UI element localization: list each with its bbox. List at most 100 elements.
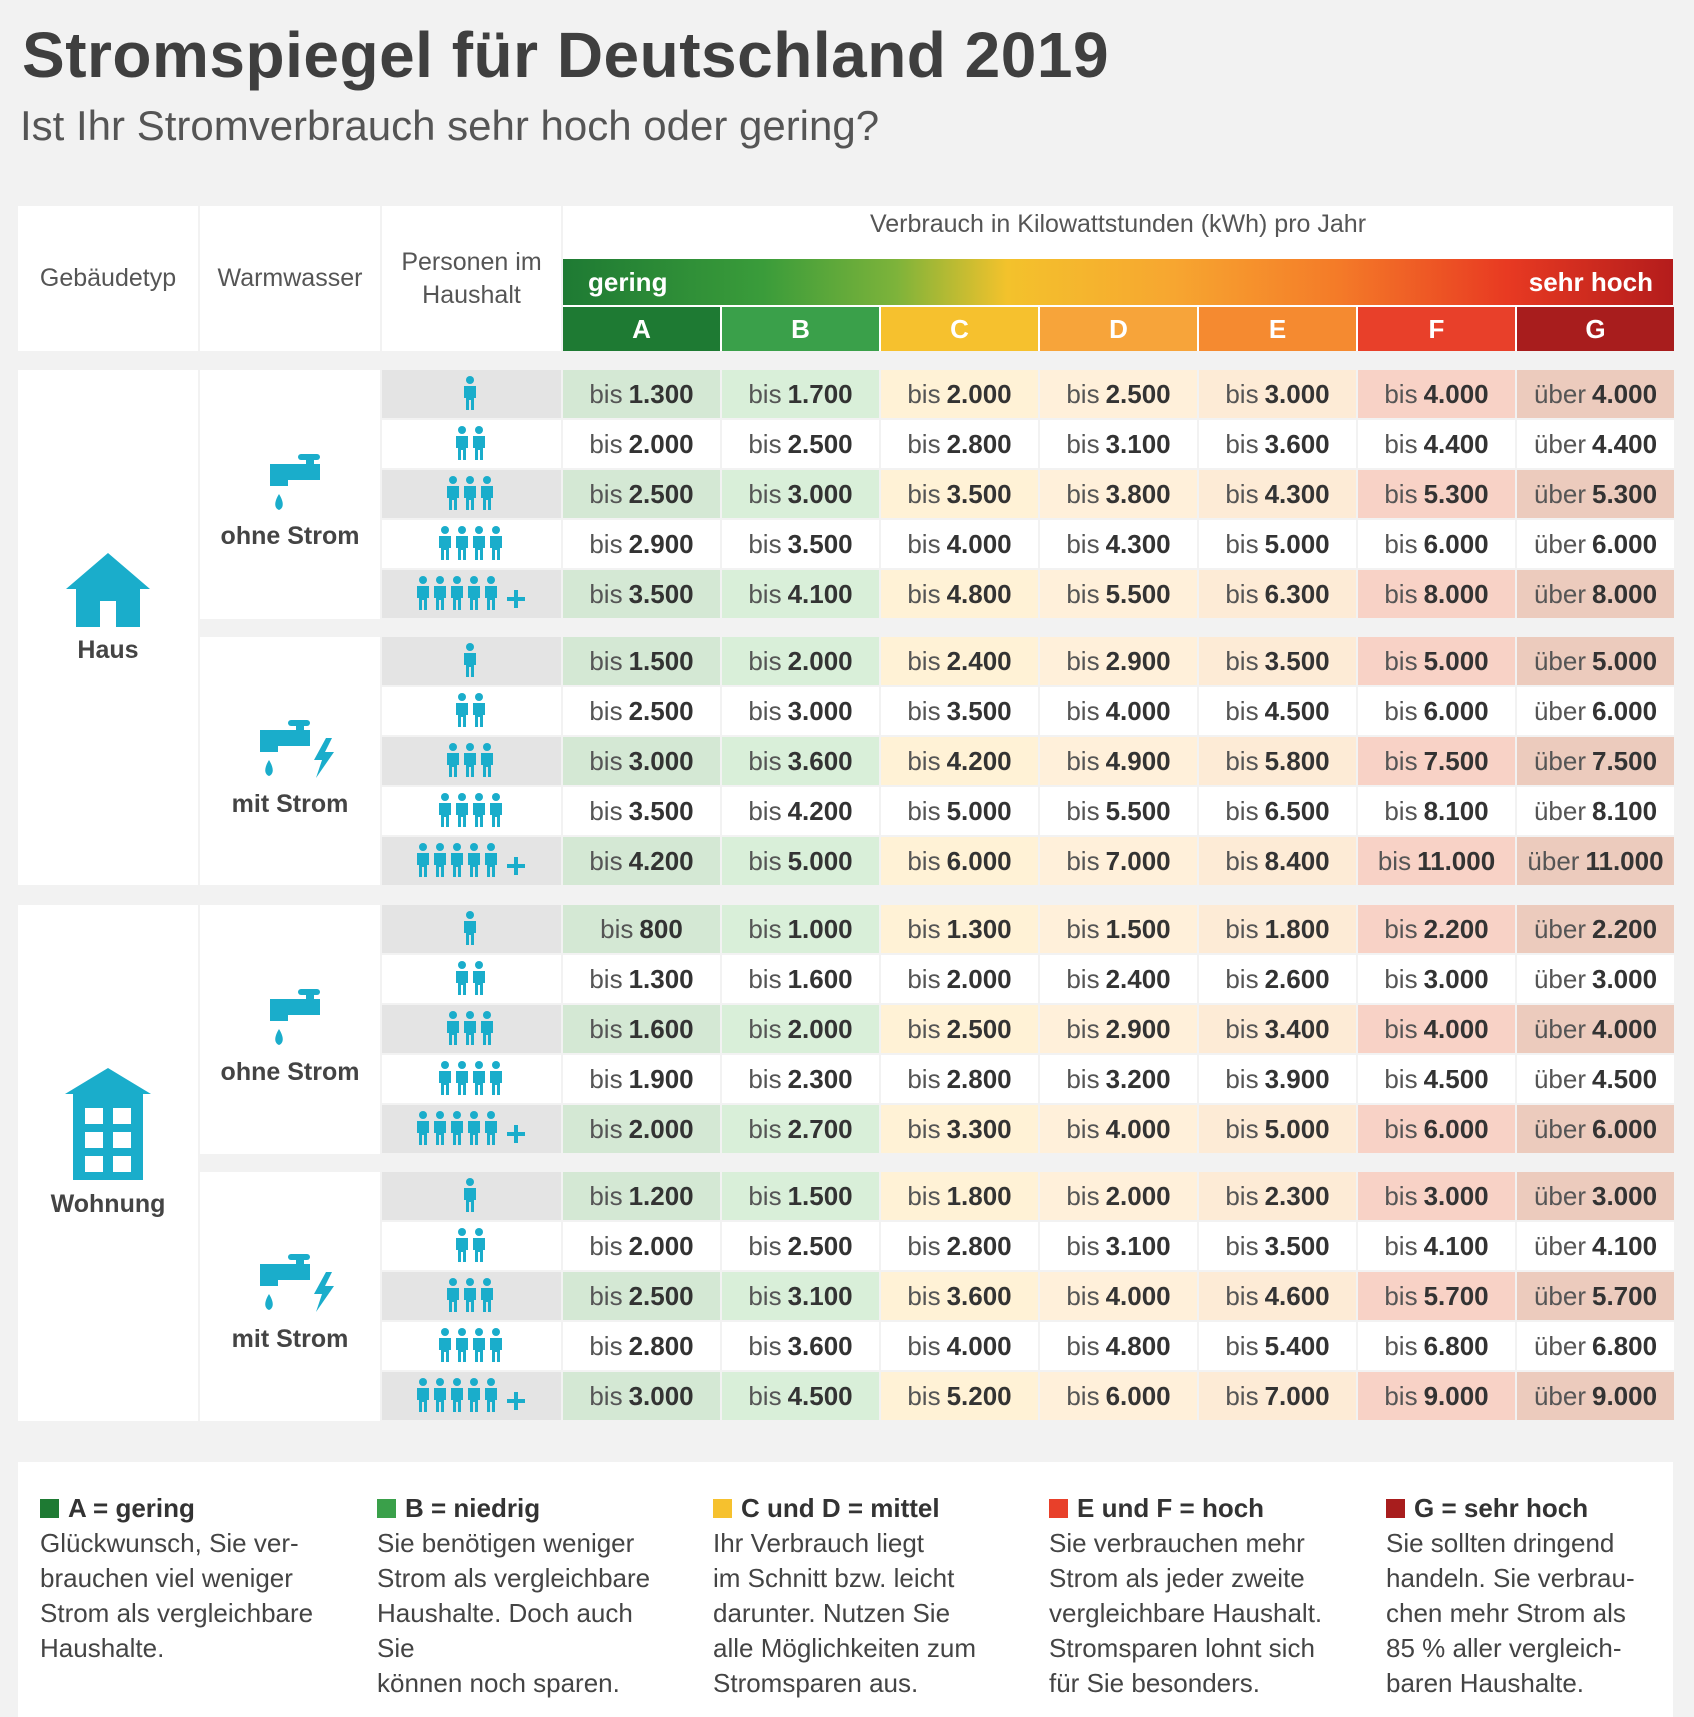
person-3-icon bbox=[447, 1278, 493, 1312]
table-cell: bis 4.300 bbox=[1040, 520, 1197, 568]
water-label-wohnung-ohne: ohne Strom bbox=[220, 1058, 360, 1086]
legend-title: E und F = hoch bbox=[1049, 1493, 1349, 1524]
table-cell: bis 3.000 bbox=[563, 737, 720, 785]
table-cell: bis 3.600 bbox=[722, 1322, 879, 1370]
page-subtitle: Ist Ihr Stromverbrauch sehr hoch oder ge… bbox=[20, 102, 880, 149]
table-cell: bis 8.000 bbox=[1358, 570, 1515, 618]
table-cell: bis 1.500 bbox=[1040, 905, 1197, 953]
table-cell: bis 3.000 bbox=[722, 470, 879, 518]
table-cell: über 4.000 bbox=[1517, 370, 1674, 418]
persons-cell bbox=[382, 1272, 561, 1320]
person-1-icon bbox=[464, 643, 476, 677]
table-cell: bis 1.800 bbox=[881, 1172, 1038, 1220]
table-cell: über 11.000 bbox=[1517, 837, 1674, 885]
table-cell: über 6.000 bbox=[1517, 687, 1674, 735]
table-cell: bis 5.000 bbox=[881, 787, 1038, 835]
persons-cell bbox=[382, 570, 561, 618]
table-cell: bis 2.900 bbox=[1040, 637, 1197, 685]
house-icon bbox=[66, 553, 150, 627]
legend-color-swatch bbox=[713, 1499, 732, 1518]
table-cell: bis 5.000 bbox=[1199, 1105, 1356, 1153]
table-cell: bis 3.500 bbox=[1199, 637, 1356, 685]
persons-cell bbox=[382, 737, 561, 785]
persons-cell bbox=[382, 1322, 561, 1370]
table-cell: bis 3.600 bbox=[1199, 420, 1356, 468]
table-cell: bis 1.600 bbox=[722, 955, 879, 1003]
table-cell: bis 2.500 bbox=[563, 470, 720, 518]
table-cell: über 3.000 bbox=[1517, 1172, 1674, 1220]
legend-description: Sie sollten dringend handeln. Sie verbrau… bbox=[1386, 1528, 1635, 1698]
page-title: Stromspiegel für Deutschland 2019 bbox=[22, 19, 1110, 91]
persons-cell bbox=[382, 1105, 561, 1153]
table-cell: bis 2.000 bbox=[881, 370, 1038, 418]
table-cell: bis 2.000 bbox=[563, 1105, 720, 1153]
person-2-icon bbox=[455, 426, 485, 460]
faucet-icon bbox=[270, 454, 320, 510]
person-3-icon bbox=[447, 476, 493, 510]
table-cell: bis 3.000 bbox=[1358, 955, 1515, 1003]
persons-cell bbox=[382, 520, 561, 568]
person-3-icon bbox=[447, 743, 493, 777]
table-cell: bis 3.500 bbox=[881, 470, 1038, 518]
table-cell: bis 1.900 bbox=[563, 1055, 720, 1103]
persons-cell bbox=[382, 1005, 561, 1053]
table-cell: bis 5.800 bbox=[1199, 737, 1356, 785]
person-5-plus-icon bbox=[417, 1378, 525, 1412]
table-cell: bis 6.000 bbox=[1358, 520, 1515, 568]
table-cell: bis 3.500 bbox=[881, 687, 1038, 735]
table-cell: bis 4.000 bbox=[1358, 370, 1515, 418]
building-box-haus bbox=[18, 370, 198, 885]
table-cell: bis 4.500 bbox=[722, 1372, 879, 1420]
table-cell: bis 2.000 bbox=[563, 420, 720, 468]
table-cell: bis 3.000 bbox=[563, 1372, 720, 1420]
table-cell: bis 6.800 bbox=[1358, 1322, 1515, 1370]
table-cell: bis 1.500 bbox=[722, 1172, 879, 1220]
person-4-icon bbox=[438, 1328, 502, 1362]
person-1-icon bbox=[464, 1178, 476, 1212]
persons-cell bbox=[382, 837, 561, 885]
class-header-b: B bbox=[722, 307, 879, 351]
table-cell: bis 3.800 bbox=[1040, 470, 1197, 518]
table-cell: bis 6.500 bbox=[1199, 787, 1356, 835]
legend-item: B = niedrig Sie benötigen weniger Strom al… bbox=[377, 1493, 677, 1701]
persons-cell bbox=[382, 420, 561, 468]
table-cell: bis 1.300 bbox=[563, 370, 720, 418]
legend-title: B = niedrig bbox=[377, 1493, 677, 1524]
persons-cell bbox=[382, 905, 561, 953]
legend-color-swatch bbox=[377, 1499, 396, 1518]
header-warmwasser: Warmwasser bbox=[217, 264, 363, 293]
table-cell: bis 4.800 bbox=[1040, 1322, 1197, 1370]
table-cell: bis 4.000 bbox=[1040, 1105, 1197, 1153]
legend-item: E und F = hoch Sie verbrauchen mehr Strom … bbox=[1049, 1493, 1349, 1701]
table-cell: bis 3.000 bbox=[1199, 370, 1356, 418]
table-cell: bis 4.200 bbox=[563, 837, 720, 885]
table-cell: bis 4.800 bbox=[881, 570, 1038, 618]
persons-cell bbox=[382, 1222, 561, 1270]
table-cell: bis 2.000 bbox=[722, 637, 879, 685]
table-cell: bis 3.500 bbox=[722, 520, 879, 568]
persons-cell bbox=[382, 470, 561, 518]
legend-item: G = sehr hoch Sie sollten dringend handeln… bbox=[1386, 1493, 1686, 1701]
table-cell: bis 4.400 bbox=[1358, 420, 1515, 468]
faucet-electric-icon bbox=[260, 720, 334, 778]
header-personen: Personen im Haushalt bbox=[401, 248, 542, 309]
faucet-electric-icon bbox=[260, 1254, 334, 1312]
table-cell: bis 2.200 bbox=[1358, 905, 1515, 953]
table-cell: bis 1.700 bbox=[722, 370, 879, 418]
header-box-personen bbox=[382, 206, 561, 351]
table-cell: über 4.500 bbox=[1517, 1055, 1674, 1103]
table-cell: bis 4.600 bbox=[1199, 1272, 1356, 1320]
table-cell: bis 2.000 bbox=[881, 955, 1038, 1003]
table-cell: über 5.700 bbox=[1517, 1272, 1674, 1320]
persons-cell bbox=[382, 1372, 561, 1420]
table-cell: bis 5.000 bbox=[1199, 520, 1356, 568]
table-cell: bis 1.300 bbox=[881, 905, 1038, 953]
table-cell: bis 2.000 bbox=[563, 1222, 720, 1270]
table-cell: bis 7.000 bbox=[1199, 1372, 1356, 1420]
legend-title: A = gering bbox=[40, 1493, 340, 1524]
table-cell: bis 4.000 bbox=[1040, 687, 1197, 735]
table-cell: über 6.800 bbox=[1517, 1322, 1674, 1370]
table-cell: bis 5.500 bbox=[1040, 787, 1197, 835]
table-cell: bis 2.800 bbox=[881, 420, 1038, 468]
water-box-wohnung-ohne bbox=[200, 905, 380, 1154]
